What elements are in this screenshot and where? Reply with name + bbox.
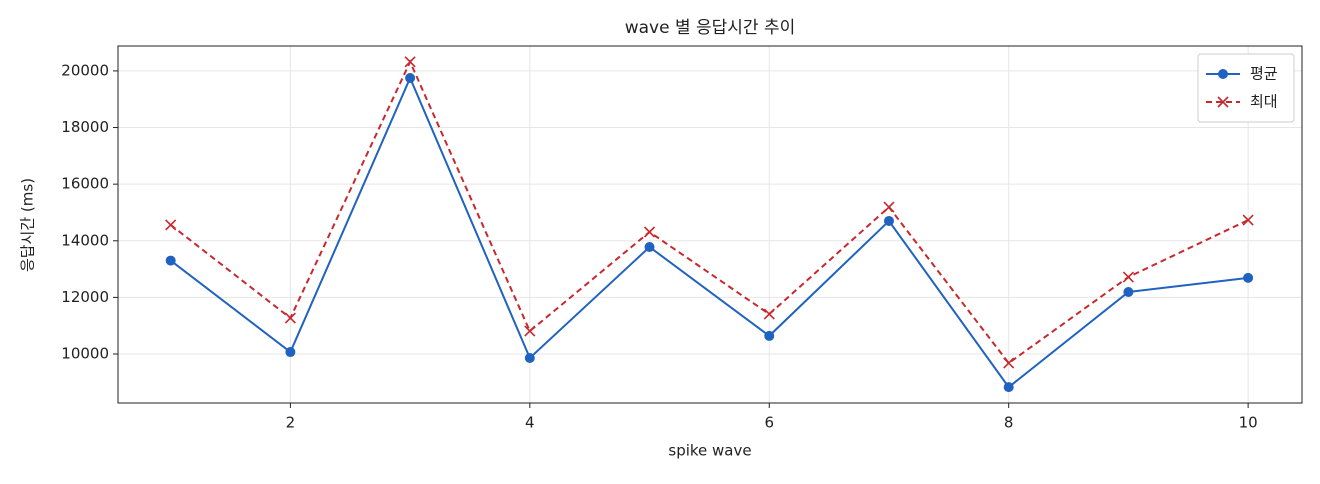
x-axis-label: spike wave [668, 442, 751, 460]
marker [1218, 69, 1228, 79]
marker [1123, 287, 1134, 298]
chart-title: wave 별 응답시간 추이 [625, 18, 796, 38]
marker [643, 226, 656, 238]
marker [1217, 96, 1229, 108]
marker-shape [404, 56, 416, 68]
marker-shape [165, 219, 177, 231]
marker-shape [1003, 357, 1015, 369]
series-line [170, 59, 1249, 365]
y-tick-label: 12000 [61, 288, 109, 306]
x-tick-label: 10 [1239, 414, 1258, 432]
x-tick-label: 4 [525, 414, 535, 432]
marker [1242, 214, 1254, 226]
marker [524, 352, 535, 363]
y-tick-label: 20000 [61, 61, 109, 79]
marker [285, 347, 296, 358]
legend-label: 평균 [1250, 65, 1278, 83]
plot-frame [117, 45, 1303, 404]
marker-shape [284, 312, 296, 324]
marker [405, 72, 416, 83]
marker-shape [883, 201, 895, 213]
series-line [170, 75, 1249, 389]
marker [883, 201, 895, 213]
marker-shape [763, 308, 775, 320]
legend-box [1197, 53, 1295, 123]
x-tick-label: 2 [286, 414, 296, 432]
marker [1003, 382, 1014, 393]
marker [764, 330, 775, 341]
marker [284, 312, 296, 324]
marker [763, 308, 775, 320]
x-tick-label: 6 [764, 414, 774, 432]
marker [165, 219, 177, 231]
marker [1243, 272, 1254, 283]
marker-shape [643, 226, 656, 238]
marker-shape [524, 325, 536, 337]
x-tick-label: 8 [1004, 414, 1014, 432]
marker [883, 215, 894, 226]
marker [165, 255, 176, 266]
legend-label: 최대 [1250, 93, 1278, 111]
marker [1003, 357, 1015, 369]
marker [404, 56, 416, 68]
marker [644, 242, 655, 253]
y-tick-label: 10000 [61, 345, 109, 363]
marker [1122, 271, 1134, 283]
marker-shape [1217, 96, 1229, 108]
y-tick-label: 14000 [61, 231, 109, 249]
y-tick-label: 16000 [61, 175, 109, 193]
marker [524, 325, 536, 337]
y-axis-label: 응답시간 (ms) [19, 178, 37, 272]
marker-shape [1122, 271, 1134, 283]
marker-shape [1242, 214, 1254, 226]
y-tick-label: 18000 [61, 118, 109, 136]
